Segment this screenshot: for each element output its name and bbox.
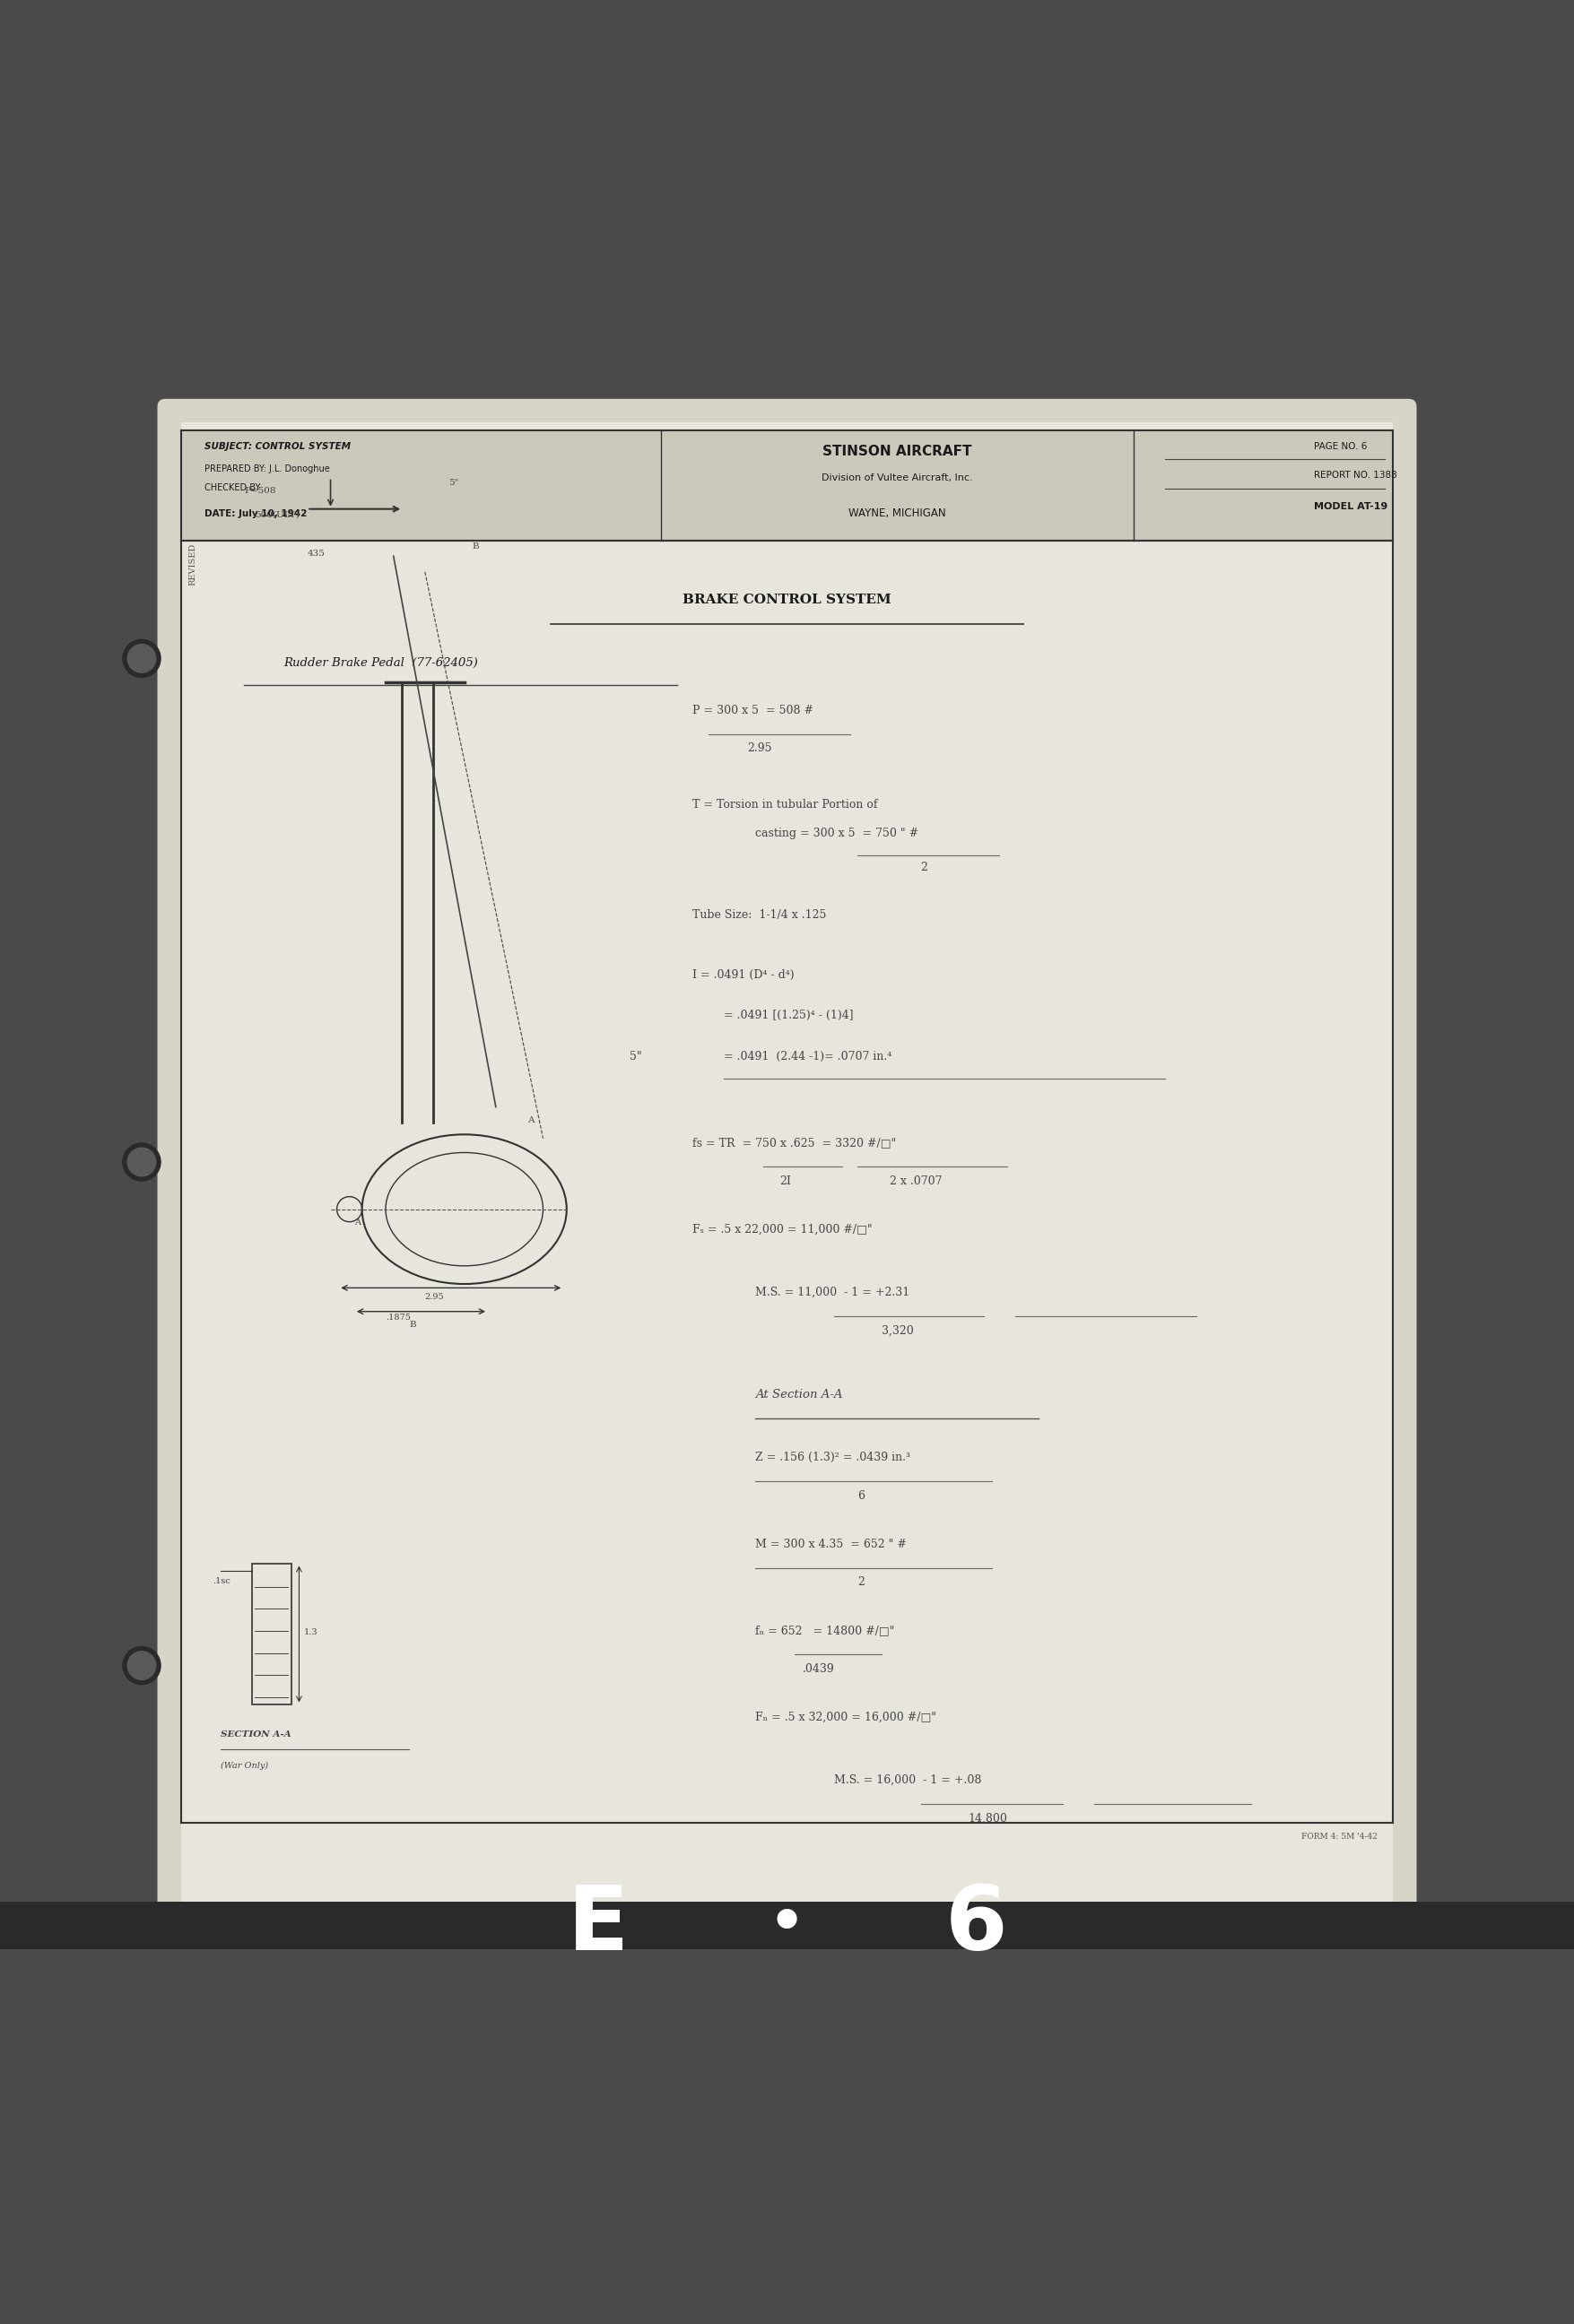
FancyBboxPatch shape: [157, 400, 1417, 1924]
Text: FORM 4: 5M '4-42: FORM 4: 5M '4-42: [1302, 1831, 1377, 1841]
Text: .0439: .0439: [803, 1664, 834, 1676]
Text: A: A: [354, 1218, 360, 1227]
Text: B: B: [409, 1320, 416, 1329]
Text: 6: 6: [944, 1882, 1007, 1968]
Text: B: B: [472, 541, 478, 551]
Text: SUBJECT: CONTROL SYSTEM: SUBJECT: CONTROL SYSTEM: [205, 442, 351, 451]
Text: •: •: [767, 1892, 807, 1959]
Text: DATE: July 10, 1942: DATE: July 10, 1942: [205, 509, 307, 518]
Text: P=508: P=508: [244, 488, 275, 495]
Text: M = 300 x 4.35  = 652 " #: M = 300 x 4.35 = 652 " #: [756, 1538, 907, 1550]
Text: SECTION A-A: SECTION A-A: [220, 1729, 291, 1738]
Text: 2.95: 2.95: [425, 1292, 444, 1301]
Circle shape: [123, 1143, 161, 1181]
Text: At Section A-A: At Section A-A: [756, 1390, 844, 1401]
Bar: [181, 423, 1393, 1901]
Text: casting = 300 x 5  = 750 " #: casting = 300 x 5 = 750 " #: [756, 827, 919, 839]
Bar: [252, 1564, 291, 1706]
Text: M.S. = 11,000  - 1 = +2.31: M.S. = 11,000 - 1 = +2.31: [756, 1287, 910, 1299]
Text: 2: 2: [858, 1576, 864, 1587]
Text: 2.95: 2.95: [748, 741, 773, 753]
Circle shape: [123, 1648, 161, 1685]
Text: E: E: [568, 1882, 628, 1968]
Text: A: A: [527, 1116, 534, 1125]
Text: I = .0491 (D⁴ - d⁴): I = .0491 (D⁴ - d⁴): [693, 969, 795, 981]
Text: 5": 5": [449, 479, 458, 488]
Circle shape: [123, 639, 161, 676]
Text: T = Torsion in tubular Portion of: T = Torsion in tubular Portion of: [693, 799, 878, 811]
Text: P = 300 x 5  = 508 #: P = 300 x 5 = 508 #: [693, 704, 814, 716]
Text: CHECKED BY: CHECKED BY: [205, 483, 261, 493]
Text: fₙ = 652   = 14800 #/□": fₙ = 652 = 14800 #/□": [756, 1624, 896, 1636]
Text: REVISED: REVISED: [189, 544, 197, 586]
Text: Fₙ = .5 x 32,000 = 16,000 #/□": Fₙ = .5 x 32,000 = 16,000 #/□": [756, 1713, 937, 1724]
Text: PREPARED BY: J.L. Donoghue: PREPARED BY: J.L. Donoghue: [205, 465, 331, 474]
Text: 2: 2: [921, 862, 927, 874]
Text: PAGE NO. 6: PAGE NO. 6: [1314, 442, 1368, 451]
Bar: [181, 430, 1393, 541]
Text: Division of Vultee Aircraft, Inc.: Division of Vultee Aircraft, Inc.: [822, 474, 973, 483]
Text: Rudder Brake Pedal  (77-62405): Rudder Brake Pedal (77-62405): [283, 658, 478, 669]
Circle shape: [127, 1148, 156, 1176]
Text: fs = TR  = 750 x .625  = 3320 #/□": fs = TR = 750 x .625 = 3320 #/□": [693, 1136, 896, 1148]
Text: M.S. = 16,000  - 1 = +.08: M.S. = 16,000 - 1 = +.08: [834, 1776, 982, 1787]
Circle shape: [127, 1652, 156, 1680]
Text: BRAKE CONTROL SYSTEM: BRAKE CONTROL SYSTEM: [683, 593, 891, 607]
Text: 14,800: 14,800: [968, 1813, 1007, 1824]
Text: 5": 5": [630, 1050, 642, 1062]
Text: WAYNE, MICHIGAN: WAYNE, MICHIGAN: [848, 509, 946, 521]
Text: Z = .156 (1.3)² = .0439 in.³: Z = .156 (1.3)² = .0439 in.³: [756, 1452, 911, 1464]
Text: 500(ULT): 500(ULT): [255, 511, 299, 518]
Text: 3,320: 3,320: [881, 1325, 913, 1336]
Text: = .0491 [(1.25)⁴ - (1)4]: = .0491 [(1.25)⁴ - (1)4]: [724, 1011, 853, 1023]
Text: .1875: .1875: [386, 1313, 411, 1320]
Text: .1sc: .1sc: [212, 1578, 230, 1585]
Text: REPORT NO. 1388: REPORT NO. 1388: [1314, 469, 1398, 479]
Bar: [0, 1901, 1574, 1950]
Text: = .0491  (2.44 -1)= .0707 in.⁴: = .0491 (2.44 -1)= .0707 in.⁴: [724, 1050, 892, 1062]
Text: 1.3: 1.3: [304, 1627, 318, 1636]
Text: STINSON AIRCRAFT: STINSON AIRCRAFT: [823, 444, 971, 458]
Text: 435: 435: [307, 551, 324, 558]
Text: 2 x .0707: 2 x .0707: [889, 1176, 941, 1188]
Text: 2I: 2I: [779, 1176, 790, 1188]
Text: (War Only): (War Only): [220, 1762, 268, 1769]
Text: Fₛ = .5 x 22,000 = 11,000 #/□": Fₛ = .5 x 22,000 = 11,000 #/□": [693, 1225, 872, 1236]
Text: MODEL AT-19: MODEL AT-19: [1314, 502, 1388, 511]
Text: Tube Size:  1-1/4 x .125: Tube Size: 1-1/4 x .125: [693, 909, 826, 920]
Circle shape: [127, 644, 156, 672]
Text: 6: 6: [858, 1490, 866, 1501]
